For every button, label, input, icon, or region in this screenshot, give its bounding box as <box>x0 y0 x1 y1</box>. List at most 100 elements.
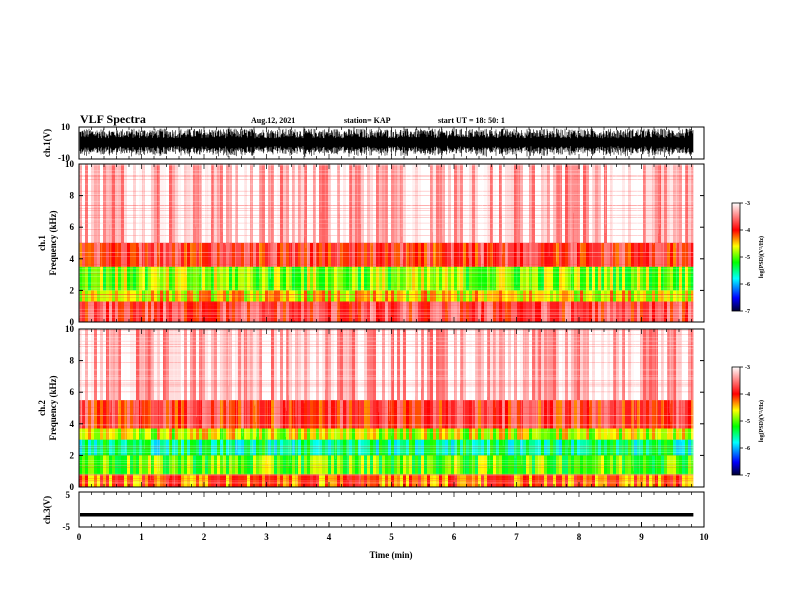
spectrogram-cell <box>181 400 184 429</box>
spectrogram-cell <box>328 301 331 322</box>
spectrogram-cell <box>454 329 457 401</box>
spectrogram-cell <box>400 474 403 487</box>
spectrogram-cell <box>559 400 562 429</box>
spectrogram-cell <box>145 266 148 291</box>
spectrogram-cell <box>445 474 448 487</box>
spectrogram-cell <box>580 164 583 243</box>
spectrogram-cell <box>580 301 583 322</box>
spectrogram-cell <box>241 400 244 429</box>
spectrogram-cell <box>520 329 523 401</box>
time-tick-label: 9 <box>639 532 644 542</box>
spectrogram-cell <box>376 428 379 440</box>
spectrogram-cell <box>241 266 244 291</box>
spectrogram-cell <box>124 329 127 401</box>
spectrogram-cell <box>556 474 559 487</box>
spectrogram-cell <box>472 428 475 440</box>
spectrogram-cell <box>91 243 94 267</box>
spectrogram-cell <box>664 266 667 291</box>
frequency-tick-label: 10 <box>65 159 75 169</box>
spectrogram-cell <box>361 243 364 267</box>
spectrogram-cell <box>241 329 244 401</box>
spectrogram-cell <box>412 243 415 267</box>
spectrogram-cell <box>286 243 289 267</box>
spectrogram-cell <box>394 243 397 267</box>
spectrogram-cell <box>166 400 169 429</box>
spectrogram-cell <box>109 266 112 291</box>
spectrogram-cell <box>682 164 685 243</box>
spectrogram-cell <box>565 266 568 291</box>
spectrogram-cell <box>442 301 445 322</box>
spectrogram-cell <box>538 266 541 291</box>
spectrogram-cell <box>604 329 607 401</box>
spectrogram-cell <box>685 243 688 267</box>
spectrogram-cell <box>673 428 676 440</box>
spectrogram-cell <box>418 301 421 322</box>
colorbar-tick-label: -4 <box>745 392 750 398</box>
spectrogram-cell <box>385 400 388 429</box>
spectrogram-cell <box>517 329 520 401</box>
frequency-tick-label: 0 <box>70 482 75 492</box>
ch1-spectrogram-image <box>79 164 704 322</box>
spectrogram-cell <box>376 266 379 291</box>
spectrogram-cell <box>103 474 106 487</box>
spectrogram-cell <box>385 428 388 440</box>
spectrogram-cell <box>541 301 544 322</box>
spectrogram-cell <box>436 164 439 243</box>
spectrogram-cell <box>250 243 253 267</box>
spectrogram-cell <box>595 266 598 291</box>
spectrogram-cell <box>271 428 274 440</box>
spectrogram-cell <box>280 164 283 243</box>
spectrogram-cell <box>451 266 454 291</box>
spectrogram-cell <box>79 243 82 267</box>
time-tick-label: 2 <box>202 532 207 542</box>
spectrogram-cell <box>658 400 661 429</box>
spectrogram-cell <box>649 164 652 243</box>
spectrogram-cell <box>214 400 217 429</box>
spectrogram-cell <box>625 474 628 487</box>
spectrogram-cell <box>553 329 556 401</box>
spectrogram-cell <box>373 474 376 487</box>
spectrogram-cell <box>472 400 475 429</box>
spectrogram-cell <box>208 266 211 291</box>
spectrogram-cell <box>217 164 220 243</box>
spectrogram-cell <box>577 164 580 243</box>
spectrogram-cell <box>118 428 121 440</box>
frequency-tick-label: 0 <box>70 317 75 327</box>
spectrogram-cell <box>667 474 670 487</box>
spectrogram-cell <box>664 301 667 322</box>
spectrogram-cell <box>280 301 283 322</box>
spectrogram-cell <box>100 400 103 429</box>
spectrogram-cell <box>523 474 526 487</box>
spectrogram-cell <box>598 329 601 401</box>
colorbar-tick-label: -4 <box>745 228 750 234</box>
spectrogram-cell <box>166 266 169 291</box>
spectrogram-cell <box>541 164 544 243</box>
spectrogram-cell <box>190 164 193 243</box>
spectrogram-cell <box>469 243 472 267</box>
spectrogram-cell <box>136 266 139 291</box>
spectrogram-cell <box>316 301 319 322</box>
spectrogram-cell <box>358 243 361 267</box>
spectrogram-cell <box>178 164 181 243</box>
spectrogram-cell <box>685 428 688 440</box>
spectrogram-cell <box>640 266 643 291</box>
spectrogram-cell <box>658 164 661 243</box>
spectrogram-cell <box>367 266 370 291</box>
spectrogram-cell <box>676 329 679 401</box>
spectrogram-cell <box>394 301 397 322</box>
spectrogram-cell <box>433 243 436 267</box>
spectrogram-cell <box>394 400 397 429</box>
spectrogram-cell <box>670 400 673 429</box>
spectrogram-cell <box>532 400 535 429</box>
spectrogram-cell <box>532 266 535 291</box>
spectrogram-cell <box>184 301 187 322</box>
spectrogram-cell <box>439 164 442 243</box>
spectrogram-cell <box>334 400 337 429</box>
spectrogram-cell <box>541 474 544 487</box>
spectrogram-cell <box>391 266 394 291</box>
spectrogram-cell <box>367 329 370 401</box>
spectrogram-cell <box>547 474 550 487</box>
spectrogram-cell <box>679 400 682 429</box>
spectrogram-cell <box>673 301 676 322</box>
spectrogram-cell <box>670 164 673 243</box>
